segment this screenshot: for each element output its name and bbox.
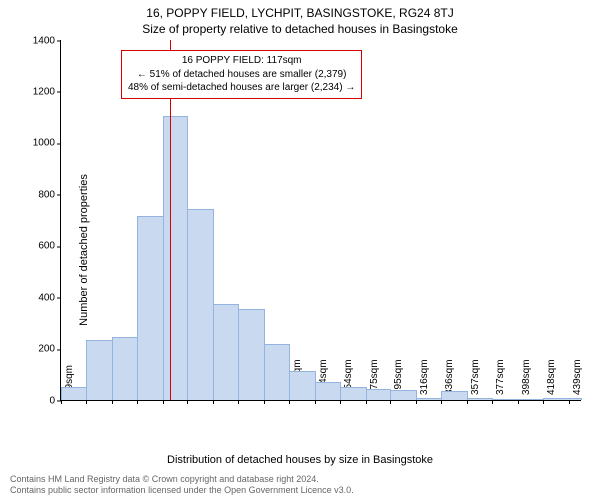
y-tick: 1200 xyxy=(33,86,61,97)
x-tick-mark xyxy=(315,400,316,404)
x-tick-mark xyxy=(163,400,164,404)
histogram-bar xyxy=(264,344,290,400)
y-tick: 0 xyxy=(49,395,61,406)
x-tick-mark xyxy=(543,400,544,404)
x-tick-mark xyxy=(416,400,417,404)
x-tick-mark xyxy=(441,400,442,404)
x-tick-mark xyxy=(518,400,519,404)
footer-line-1: Contains HM Land Registry data © Crown c… xyxy=(10,474,354,485)
histogram-bar xyxy=(315,382,341,400)
footer-line-2: Contains public sector information licen… xyxy=(10,485,354,496)
y-tick: 200 xyxy=(38,344,61,355)
x-tick-mark xyxy=(86,400,87,404)
x-tick-label: 439sqm xyxy=(572,359,583,395)
x-tick-label: 377sqm xyxy=(495,359,506,395)
histogram-bar xyxy=(467,398,493,400)
histogram-bar xyxy=(213,304,239,400)
y-tick: 800 xyxy=(38,189,61,200)
annotation-line-1: 16 POPPY FIELD: 117sqm xyxy=(128,54,355,68)
annotation-box: 16 POPPY FIELD: 117sqm← 51% of detached … xyxy=(121,50,362,99)
y-tick: 600 xyxy=(38,241,61,252)
x-tick-label: 418sqm xyxy=(546,359,557,395)
x-tick-mark xyxy=(112,400,113,404)
y-tick: 1400 xyxy=(33,35,61,46)
chart-title-subtitle: Size of property relative to detached ho… xyxy=(0,22,600,36)
x-tick-mark xyxy=(289,400,290,404)
x-tick-mark xyxy=(569,400,570,404)
histogram-bar xyxy=(238,309,265,400)
x-tick-mark xyxy=(467,400,468,404)
histogram-bar xyxy=(492,399,519,400)
histogram-bar xyxy=(86,340,113,400)
x-tick-mark xyxy=(340,400,341,404)
annotation-line-2: ← 51% of detached houses are smaller (2,… xyxy=(128,68,355,82)
histogram-bar xyxy=(441,391,468,400)
x-tick-mark xyxy=(137,400,138,404)
x-tick-mark xyxy=(61,400,62,404)
histogram-bar xyxy=(416,398,442,400)
histogram-bar xyxy=(289,371,316,400)
histogram-bar xyxy=(187,209,214,400)
x-tick-mark xyxy=(187,400,188,404)
histogram-bar xyxy=(112,337,138,400)
annotation-line-3: 48% of semi-detached houses are larger (… xyxy=(128,81,355,95)
histogram-bar xyxy=(366,389,392,400)
x-tick-mark xyxy=(238,400,239,404)
histogram-bar xyxy=(518,399,544,400)
x-tick-mark xyxy=(492,400,493,404)
x-tick-mark xyxy=(366,400,367,404)
histogram-bar xyxy=(543,398,582,400)
y-tick: 400 xyxy=(38,292,61,303)
histogram-bar xyxy=(137,216,164,400)
y-tick: 1000 xyxy=(33,138,61,149)
footer-attribution: Contains HM Land Registry data © Crown c… xyxy=(10,474,354,497)
plot-area: 020040060080010001200140029sqm49sqm70sqm… xyxy=(60,40,581,401)
histogram-bar xyxy=(340,387,367,400)
x-tick-label: 398sqm xyxy=(521,359,532,395)
x-tick-label: 357sqm xyxy=(470,359,481,395)
chart-container: 16, POPPY FIELD, LYCHPIT, BASINGSTOKE, R… xyxy=(0,0,600,500)
x-tick-mark xyxy=(213,400,214,404)
x-tick-mark xyxy=(390,400,391,404)
chart-title-address: 16, POPPY FIELD, LYCHPIT, BASINGSTOKE, R… xyxy=(0,6,600,20)
histogram-bar xyxy=(61,387,87,400)
x-tick-label: 336sqm xyxy=(444,359,455,395)
histogram-bar xyxy=(390,390,417,400)
x-axis-label: Distribution of detached houses by size … xyxy=(0,454,600,466)
x-tick-label: 316sqm xyxy=(419,359,430,395)
x-tick-mark xyxy=(264,400,265,404)
histogram-bar xyxy=(163,116,189,400)
